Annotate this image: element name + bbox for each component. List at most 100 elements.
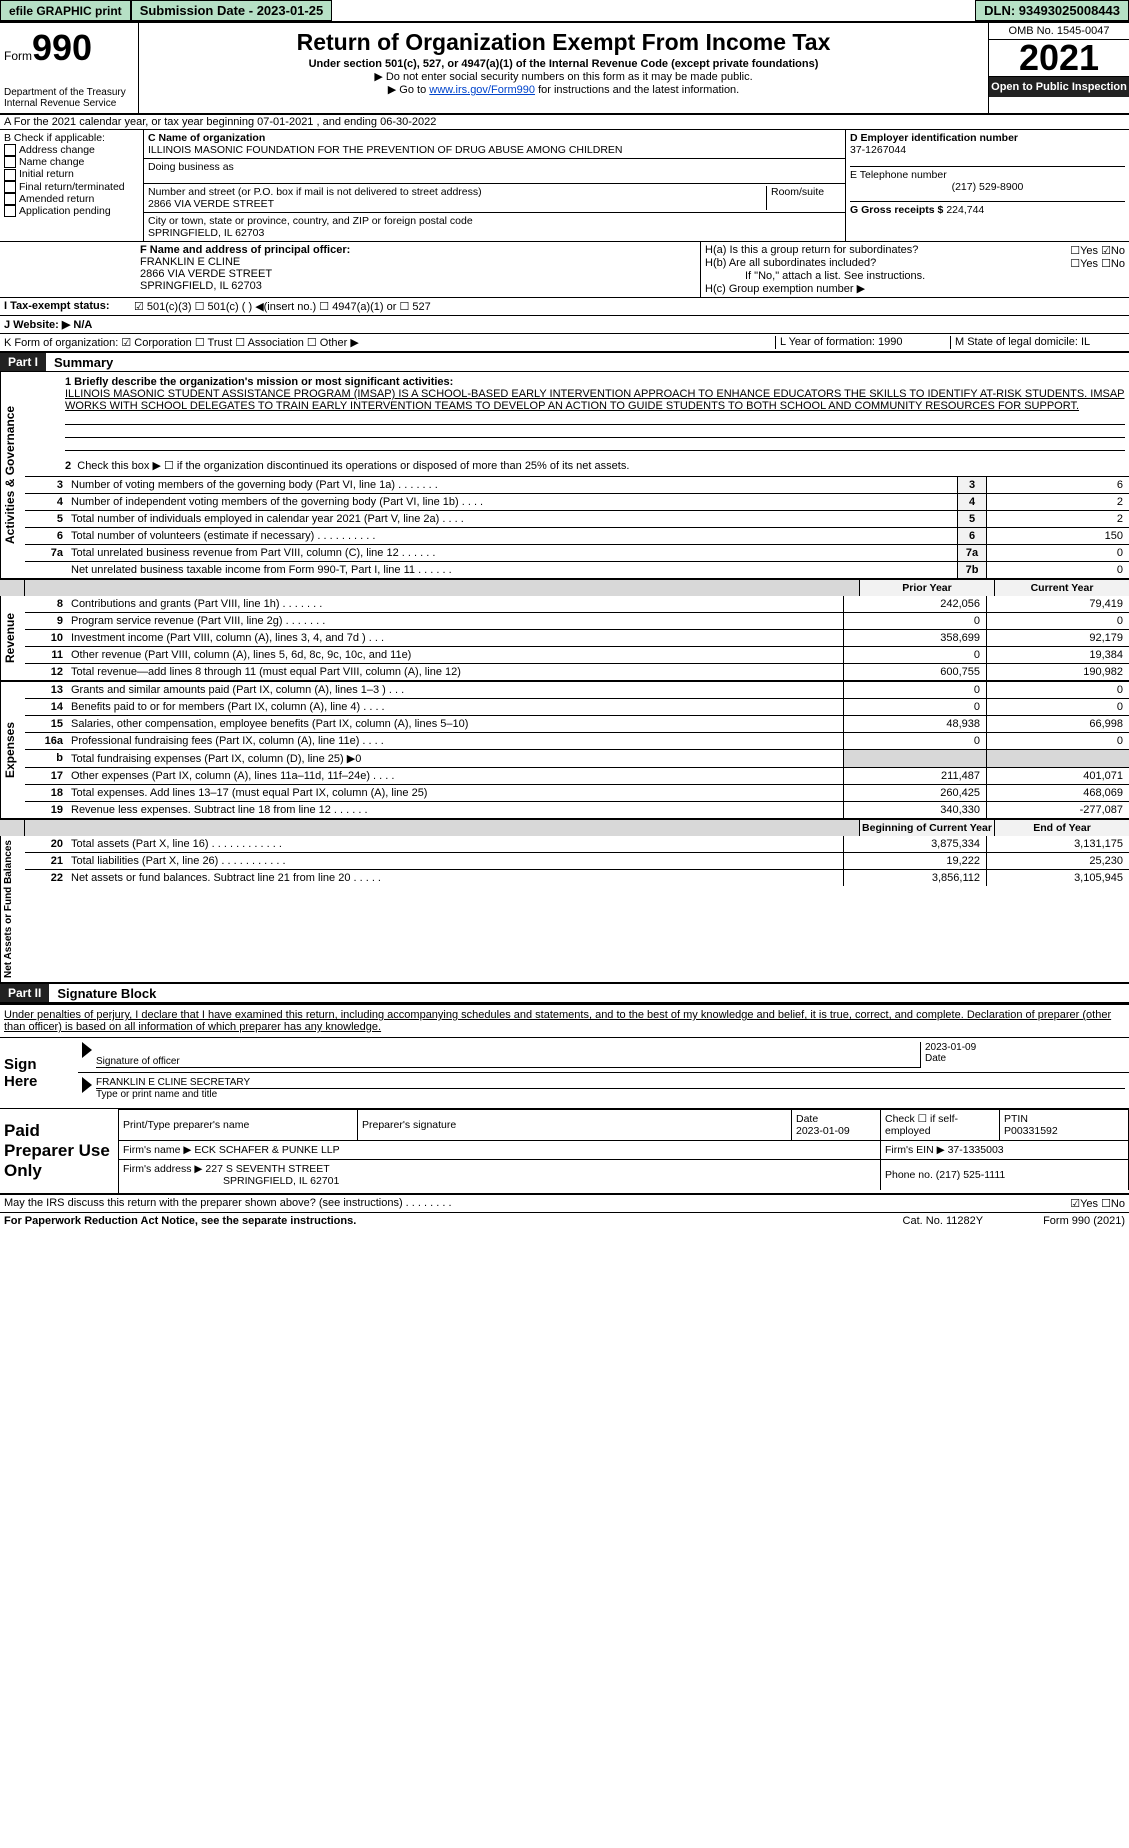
cb-initial-return[interactable]: Initial return	[19, 168, 74, 180]
room-label: Room/suite	[766, 186, 841, 210]
cb-amended-return[interactable]: Amended return	[19, 193, 94, 205]
sign-date: 2023-01-09	[925, 1042, 1125, 1053]
revenue-section: Revenue 8Contributions and grants (Part …	[0, 596, 1129, 682]
sign-here-block: Sign Here Signature of officer 2023-01-0…	[0, 1037, 1129, 1109]
row-a-tax-year: A For the 2021 calendar year, or tax yea…	[0, 115, 1129, 130]
table-row: 19Revenue less expenses. Subtract line 1…	[25, 801, 1129, 818]
prep-date: 2023-01-09	[796, 1125, 850, 1137]
net-assets-section: Net Assets or Fund Balances 20Total asse…	[0, 836, 1129, 984]
gross-value: 224,744	[946, 204, 984, 216]
cb-final-return[interactable]: Final return/terminated	[19, 181, 125, 193]
type-print-label: Type or print name and title	[96, 1088, 1125, 1100]
expenses-section: Expenses 13Grants and similar amounts pa…	[0, 682, 1129, 820]
col-begin-year: Beginning of Current Year	[859, 820, 994, 836]
col-b-head: B Check if applicable:	[4, 132, 139, 144]
col-current-year: Current Year	[994, 580, 1129, 596]
hb-note: If "No," attach a list. See instructions…	[705, 270, 1125, 282]
efile-graphic-print[interactable]: efile GRAPHIC print	[0, 0, 131, 21]
table-row: 14Benefits paid to or for members (Part …	[25, 698, 1129, 715]
begin-end-header: Beginning of Current Year End of Year	[0, 820, 1129, 836]
firm-name: Firm's name ▶ ECK SCHAFER & PUNKE LLP	[119, 1141, 881, 1160]
dept-treasury: Department of the Treasury	[4, 87, 134, 98]
line5: 5Total number of individuals employed in…	[25, 510, 1129, 527]
cb-application-pending[interactable]: Application pending	[19, 205, 111, 217]
side-expenses: Expenses	[0, 682, 25, 818]
section-b-c-d: B Check if applicable: Address change Na…	[0, 130, 1129, 242]
table-row: 10Investment income (Part VIII, column (…	[25, 629, 1129, 646]
table-row: 22Net assets or fund balances. Subtract …	[25, 869, 1129, 886]
table-row: 9Program service revenue (Part VIII, lin…	[25, 612, 1129, 629]
sign-arrow-icon	[82, 1042, 92, 1058]
hb-label: H(b) Are all subordinates included?	[705, 257, 1070, 270]
dba-label: Doing business as	[148, 161, 841, 173]
footer: For Paperwork Reduction Act Notice, see …	[0, 1213, 1129, 1229]
row-j-website: J Website: ▶ N/A	[0, 316, 1129, 334]
table-row: bTotal fundraising expenses (Part IX, co…	[25, 749, 1129, 767]
table-row: 11Other revenue (Part VIII, column (A), …	[25, 646, 1129, 663]
line6: 6Total number of volunteers (estimate if…	[25, 527, 1129, 544]
k-org-form: K Form of organization: ☑ Corporation ☐ …	[4, 336, 775, 349]
side-net-assets: Net Assets or Fund Balances	[0, 836, 25, 982]
street-address: 2866 VIA VERDE STREET	[148, 198, 766, 210]
may-irs-discuss: May the IRS discuss this return with the…	[0, 1195, 1129, 1213]
f-label: F Name and address of principal officer:	[140, 244, 350, 256]
form-990-footer: Form 990 (2021)	[1043, 1215, 1125, 1227]
cat-no: Cat. No. 11282Y	[903, 1215, 984, 1227]
ssn-note: ▶ Do not enter social security numbers o…	[143, 70, 984, 83]
tax-year: 2021	[989, 40, 1129, 77]
cb-name-change[interactable]: Name change	[19, 156, 84, 168]
city-label: City or town, state or province, country…	[148, 215, 841, 227]
part-ii-tag: Part II	[0, 984, 49, 1002]
sign-arrow-icon-2	[82, 1077, 92, 1093]
form-header: Form990 Department of the Treasury Inter…	[0, 23, 1129, 115]
ha-answer: ☐Yes ☑No	[1070, 244, 1125, 257]
ein-value: 37-1267044	[850, 144, 1125, 156]
sign-here-label: Sign Here	[0, 1038, 78, 1108]
org-name: ILLINOIS MASONIC FOUNDATION FOR THE PREV…	[148, 144, 841, 156]
row-f-h: F Name and address of principal officer:…	[0, 242, 1129, 298]
irs-label: Internal Revenue Service	[4, 98, 134, 109]
part-ii-header: Part II Signature Block	[0, 984, 1129, 1003]
paperwork-notice: For Paperwork Reduction Act Notice, see …	[4, 1215, 356, 1227]
col-prior-year: Prior Year	[859, 580, 994, 596]
prior-current-header: Prior Year Current Year	[0, 580, 1129, 596]
open-to-public: Open to Public Inspection	[989, 77, 1129, 97]
side-activities-governance: Activities & Governance	[0, 372, 25, 578]
table-row: 12Total revenue—add lines 8 through 11 (…	[25, 663, 1129, 680]
i-label: I Tax-exempt status:	[4, 300, 110, 312]
line2: 2 Check this box ▶ ☐ if the organization…	[25, 455, 1129, 476]
signature-officer-label: Signature of officer	[96, 1056, 920, 1067]
sign-date-label: Date	[925, 1053, 1125, 1064]
discuss-question: May the IRS discuss this return with the…	[4, 1197, 1070, 1210]
paid-preparer-label: Paid Preparer Use Only	[0, 1109, 119, 1193]
hb-answer: ☐Yes ☐No	[1070, 257, 1125, 270]
irs-link[interactable]: www.irs.gov/Form990	[429, 84, 535, 96]
line7a: 7aTotal unrelated business revenue from …	[25, 544, 1129, 561]
officer-addr: 2866 VIA VERDE STREET	[140, 268, 272, 280]
l-year-formation: L Year of formation: 1990	[775, 336, 950, 349]
table-row: 20Total assets (Part X, line 16) . . . .…	[25, 836, 1129, 852]
i-options: ☑ 501(c)(3) ☐ 501(c) ( ) ◀(insert no.) ☐…	[134, 300, 431, 313]
m-state-domicile: M State of legal domicile: IL	[950, 336, 1125, 349]
col-b-checkboxes: B Check if applicable: Address change Na…	[0, 130, 144, 241]
form-subtitle: Under section 501(c), 527, or 4947(a)(1)…	[143, 58, 984, 70]
table-row: 21Total liabilities (Part X, line 26) . …	[25, 852, 1129, 869]
officer-name: FRANKLIN E CLINE	[140, 256, 240, 268]
form-prefix: Form	[4, 49, 32, 63]
line3: 3Number of voting members of the governi…	[25, 476, 1129, 493]
check-self-employed: Check ☐ if self-employed	[881, 1110, 1000, 1141]
table-row: 16aProfessional fundraising fees (Part I…	[25, 732, 1129, 749]
form-title: Return of Organization Exempt From Incom…	[143, 29, 984, 56]
officer-city: SPRINGFIELD, IL 62703	[140, 280, 262, 292]
penalties-declaration: Under penalties of perjury, I declare th…	[0, 1003, 1129, 1037]
discuss-answer: ☑Yes ☐No	[1070, 1197, 1125, 1210]
side-revenue: Revenue	[0, 596, 25, 680]
firm-phone: Phone no. (217) 525-1111	[881, 1160, 1129, 1191]
goto-note: ▶ Go to www.irs.gov/Form990 for instruct…	[143, 83, 984, 96]
h-preparer-sig: Preparer's signature	[358, 1110, 792, 1141]
cb-address-change[interactable]: Address change	[19, 144, 95, 156]
part-i-title: Summary	[46, 355, 113, 370]
col-end-year: End of Year	[994, 820, 1129, 836]
h-preparer-name: Print/Type preparer's name	[119, 1110, 358, 1141]
officer-name-title: FRANKLIN E CLINE SECRETARY	[96, 1077, 1125, 1088]
